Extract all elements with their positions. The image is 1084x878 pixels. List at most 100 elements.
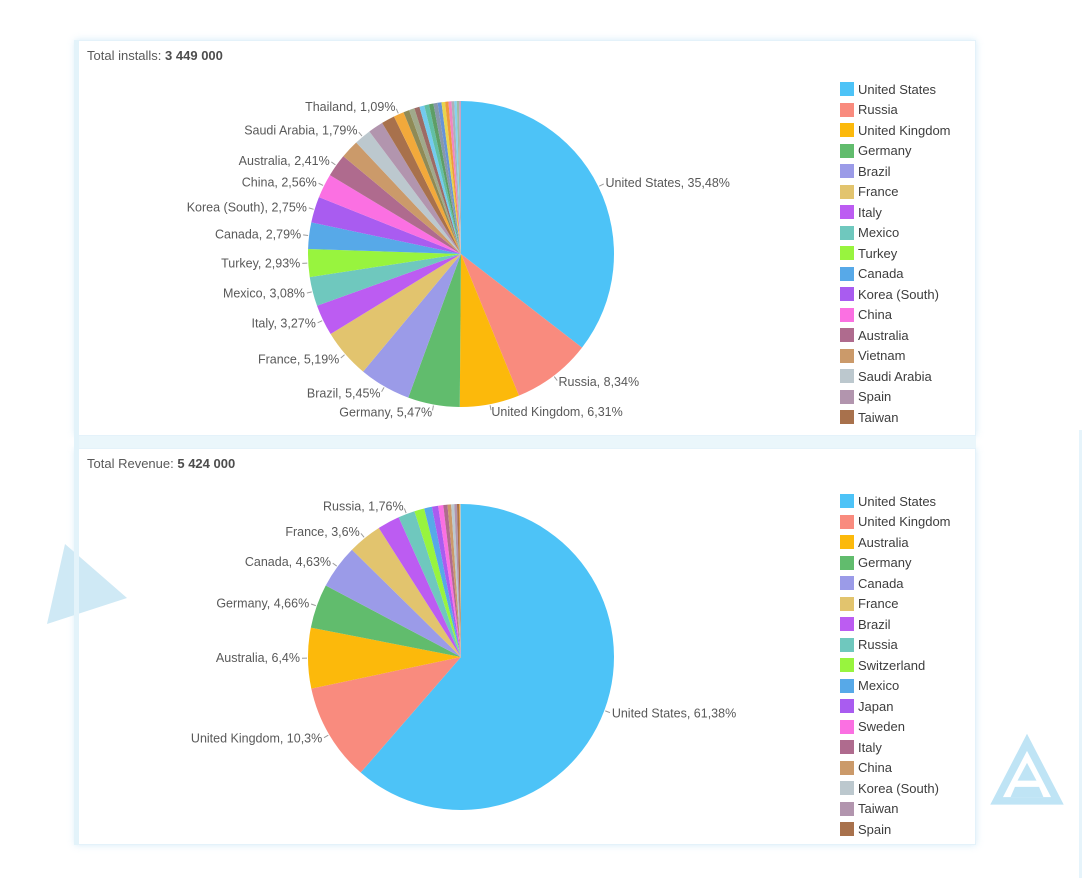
pie-slice[interactable] [424, 506, 461, 657]
legend-item[interactable]: Mexico [840, 676, 1005, 697]
pie-slice[interactable] [419, 105, 461, 254]
legend-item[interactable]: Germany [840, 553, 1005, 574]
pie-slice[interactable] [431, 505, 461, 657]
legend-item[interactable]: Germany [840, 141, 1005, 162]
legend-item[interactable]: Spain [840, 387, 1005, 408]
legend-label: Japan [858, 698, 894, 714]
pie-slice[interactable] [308, 249, 461, 278]
legend-swatch-icon [840, 494, 854, 509]
legend-item[interactable]: Australia [840, 532, 1005, 553]
legend-item[interactable]: Brazil [840, 161, 1005, 182]
legend-item[interactable]: United Kingdom [840, 512, 1005, 533]
legend-item[interactable]: Switzerland [840, 655, 1005, 676]
pie-slice[interactable] [445, 101, 461, 254]
legend-item[interactable]: Vietnam [840, 346, 1005, 367]
pie-slice[interactable] [460, 504, 461, 657]
pie-slice[interactable] [403, 110, 461, 254]
pie-slice[interactable] [461, 254, 583, 396]
legend-item[interactable]: Turkey [840, 243, 1005, 264]
legend-label: Korea (South) [858, 780, 939, 796]
pie-slice[interactable] [308, 627, 461, 689]
pie-slice[interactable] [351, 527, 461, 657]
pie-slice[interactable] [443, 504, 461, 657]
pie-slice[interactable] [308, 222, 461, 254]
legend-item[interactable]: Brazil [840, 614, 1005, 635]
pie-slice[interactable] [447, 504, 461, 657]
pie-slice[interactable] [356, 131, 461, 254]
pie-slice-label: France, 3,6% [285, 525, 359, 539]
pie-label-line [318, 182, 324, 186]
pie-slice[interactable] [309, 254, 461, 306]
legend-item[interactable]: Taiwan [840, 799, 1005, 820]
pie-slice[interactable] [398, 511, 461, 657]
pie-slice[interactable] [428, 103, 461, 254]
pie-slice[interactable] [459, 504, 461, 657]
pie-slice[interactable] [438, 505, 461, 657]
legend-item[interactable]: Canada [840, 264, 1005, 285]
card-gap-divider [75, 436, 976, 448]
pie-slice[interactable] [329, 156, 461, 254]
legend-item[interactable]: Italy [840, 202, 1005, 223]
pie-slice[interactable] [408, 254, 461, 407]
legend-item[interactable]: United States [840, 491, 1005, 512]
pie-slice[interactable] [378, 517, 461, 657]
legend-item[interactable]: China [840, 758, 1005, 779]
pie-slice[interactable] [409, 108, 461, 254]
pie-slice[interactable] [311, 197, 461, 254]
pie-slice[interactable] [310, 585, 461, 657]
pie-slice[interactable] [451, 101, 461, 254]
pie-slice[interactable] [456, 504, 461, 657]
legend-item[interactable]: Korea (South) [840, 778, 1005, 799]
pie-slice[interactable] [318, 175, 461, 254]
pie-slice[interactable] [360, 504, 614, 810]
pie-slice[interactable] [454, 101, 461, 254]
legend-item[interactable]: Australia [840, 325, 1005, 346]
legend-item[interactable]: France [840, 594, 1005, 615]
pie-slice[interactable] [325, 549, 461, 657]
pie-slice[interactable] [459, 254, 519, 407]
pie-slice[interactable] [454, 504, 461, 657]
legend-label: United Kingdom [858, 514, 951, 530]
pie-slice[interactable] [456, 101, 461, 254]
pie-slice[interactable] [461, 101, 614, 348]
pie-slice[interactable] [424, 104, 461, 254]
pie-slice[interactable] [382, 116, 461, 254]
pie-slice[interactable] [451, 504, 461, 657]
legend-item[interactable]: Russia [840, 635, 1005, 656]
pie-slice-label: United Kingdom, 10,3% [191, 732, 322, 746]
legend-item[interactable]: United Kingdom [840, 120, 1005, 141]
pie-slice[interactable] [448, 101, 461, 255]
legend-item[interactable]: Sweden [840, 717, 1005, 738]
legend-item[interactable]: China [840, 305, 1005, 326]
right-edge-stripe [1079, 430, 1082, 878]
legend-item[interactable]: United States [840, 79, 1005, 100]
legend-item[interactable]: Taiwan [840, 407, 1005, 428]
legend-swatch-icon [840, 205, 854, 220]
pie-slice[interactable] [437, 102, 461, 254]
pie-slice[interactable] [363, 254, 461, 398]
pie-slice[interactable] [369, 122, 461, 254]
legend-item[interactable]: Japan [840, 696, 1005, 717]
legend-item[interactable]: Italy [840, 737, 1005, 758]
pie-label-line [332, 562, 338, 567]
legend-item[interactable]: Saudi Arabia [840, 366, 1005, 387]
pie-slice[interactable] [393, 112, 461, 255]
pie-slice-label: China, 2,56% [242, 175, 317, 189]
pie-slice[interactable] [311, 657, 461, 773]
legend-item[interactable]: Korea (South) [840, 284, 1005, 305]
legend-label: France [858, 596, 899, 612]
pie-slice[interactable] [433, 102, 461, 254]
legend-item[interactable]: Canada [840, 573, 1005, 594]
pie-slice[interactable] [458, 101, 461, 254]
pie-slice[interactable] [343, 142, 461, 254]
pie-slice[interactable] [414, 106, 461, 254]
legend-item[interactable]: Mexico [840, 223, 1005, 244]
pie-slice[interactable] [441, 101, 461, 254]
pie-slice[interactable] [330, 254, 461, 372]
legend-item[interactable]: Spain [840, 819, 1005, 840]
legend-item[interactable]: Russia [840, 100, 1005, 121]
installs-pie-chart: United States, 35,48% Russia, 8,34% United… [187, 100, 730, 419]
legend-item[interactable]: France [840, 182, 1005, 203]
pie-slice[interactable] [317, 254, 461, 335]
pie-slice[interactable] [414, 508, 461, 657]
